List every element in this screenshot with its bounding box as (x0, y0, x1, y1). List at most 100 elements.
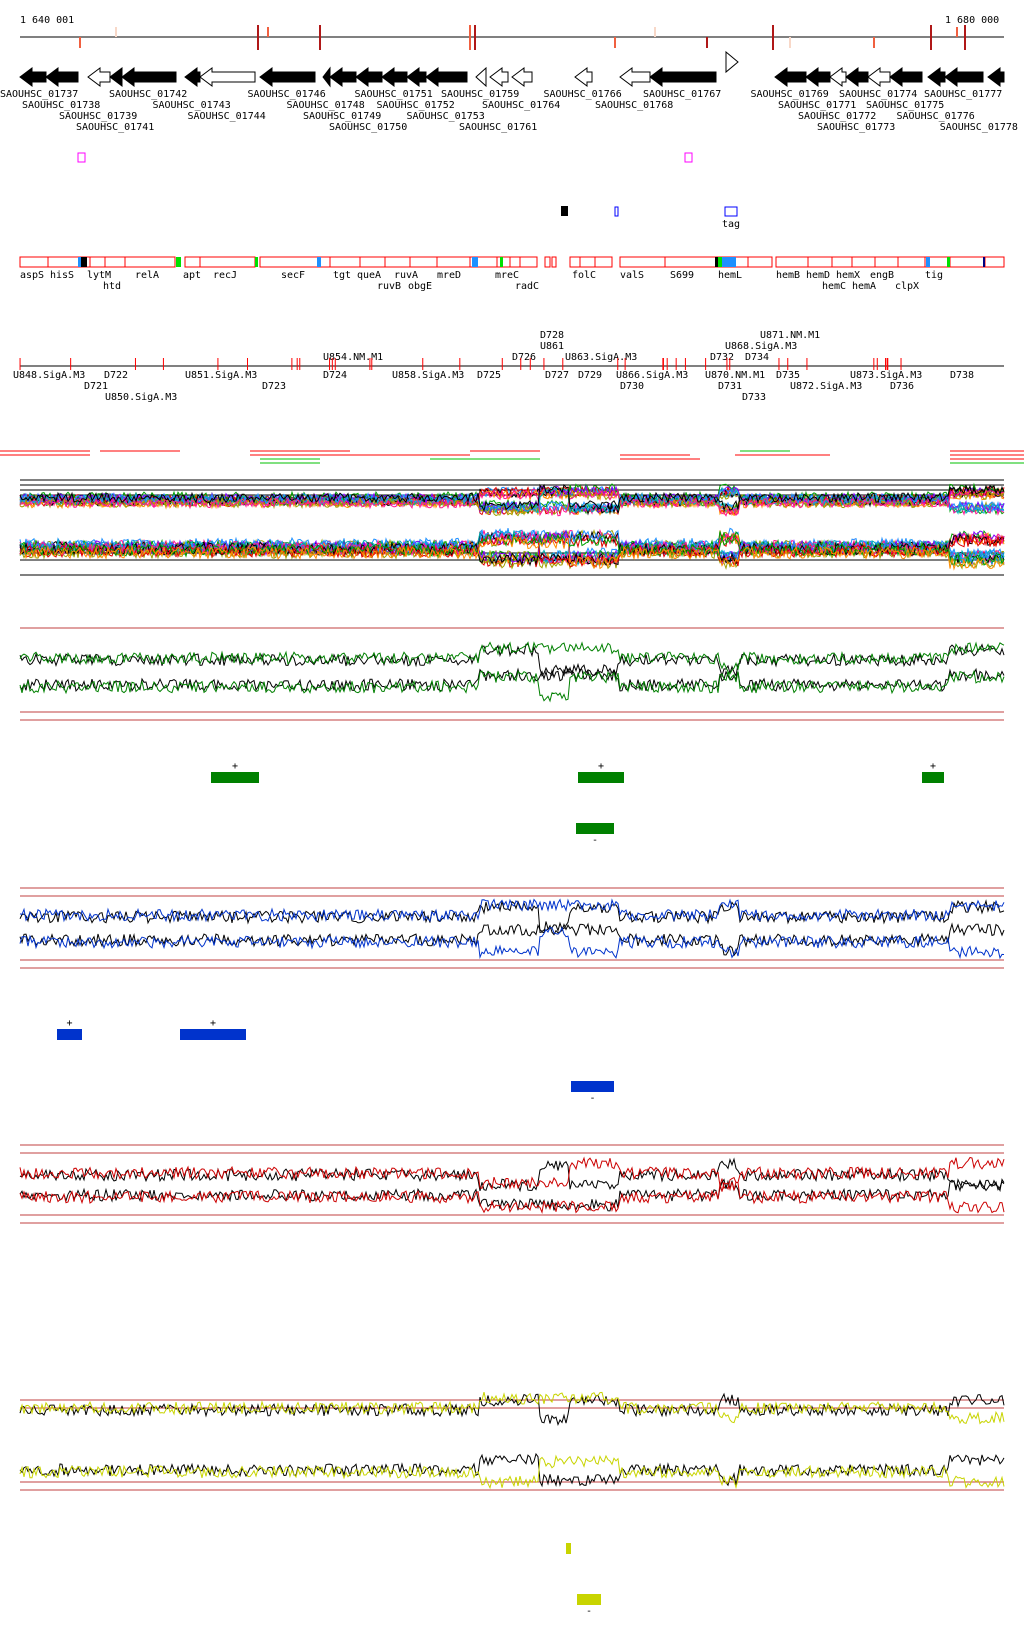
operon-box[interactable] (329, 256, 361, 268)
gene-arrow[interactable] (845, 67, 869, 87)
gene-arrow[interactable] (774, 67, 807, 87)
operon-box[interactable] (259, 256, 319, 268)
operon-label: hemA (852, 281, 876, 292)
gene-arrow[interactable] (121, 67, 177, 87)
operon-box[interactable] (509, 256, 521, 268)
gene-label: SAOUHSC_01749 (303, 111, 381, 122)
operon-box[interactable] (569, 256, 581, 268)
operon-box[interactable] (544, 256, 551, 268)
operon-label: ruvA (394, 270, 418, 281)
sample-trace (19, 532, 1005, 568)
gene-arrow[interactable] (322, 66, 331, 88)
operon-box[interactable] (496, 256, 511, 268)
gene-arrow[interactable] (489, 67, 509, 87)
gene-label: SAOUHSC_01739 (59, 111, 137, 122)
gene-arrow[interactable] (425, 67, 468, 87)
gene-arrow[interactable] (184, 67, 201, 87)
gene-arrow[interactable] (805, 67, 831, 87)
operon-box[interactable] (89, 256, 106, 268)
forward-gene-arrow[interactable] (725, 50, 739, 74)
operon-box[interactable] (19, 256, 49, 268)
gene-label: SAOUHSC_01775 (866, 100, 944, 111)
operon-box[interactable] (733, 256, 749, 268)
sample-trace (19, 486, 1005, 515)
enriched-region-bar[interactable] (211, 772, 259, 783)
operon-box[interactable] (874, 256, 899, 268)
enriched-region-bar[interactable] (922, 772, 944, 783)
operon-box[interactable] (747, 256, 773, 268)
gene-arrow[interactable] (475, 66, 487, 88)
gene-arrow[interactable] (329, 67, 357, 87)
operon-highlight (317, 257, 321, 267)
promoter-label: U863.SigA.M3 (565, 352, 637, 363)
operon-box[interactable] (47, 256, 81, 268)
operon-label: apt (183, 270, 201, 281)
enriched-region-bar[interactable] (566, 1543, 571, 1554)
gene-arrow[interactable] (87, 67, 111, 87)
gene-arrow[interactable] (867, 67, 891, 87)
ruler-end-label: 1 680 000 (945, 15, 999, 26)
operon-box[interactable] (519, 256, 538, 268)
operon-box[interactable] (594, 256, 613, 268)
operon-box[interactable] (851, 256, 876, 268)
operon-box[interactable] (984, 256, 1005, 268)
promoter-label: D735 (776, 370, 800, 381)
gene-label: SAOUHSC_01769 (751, 89, 829, 100)
sample-trace (19, 898, 1005, 923)
operon-box[interactable] (384, 256, 411, 268)
operon-label: obgE (408, 281, 432, 292)
gene-arrow[interactable] (944, 67, 984, 87)
operon-box[interactable] (436, 256, 471, 268)
gene-arrow[interactable] (19, 67, 47, 87)
promoter-label: D724 (323, 370, 347, 381)
gene-arrow[interactable] (889, 67, 923, 87)
gene-arrow[interactable] (355, 67, 383, 87)
operon-box[interactable] (199, 256, 256, 268)
gene-arrow[interactable] (109, 67, 123, 87)
operon-box[interactable] (579, 256, 596, 268)
operon-box[interactable] (359, 256, 386, 268)
operon-box[interactable] (949, 256, 986, 268)
gene-arrow[interactable] (574, 67, 593, 87)
operon-box[interactable] (409, 256, 438, 268)
promoter-label: D731 (718, 381, 742, 392)
gene-track: SAOUHSC_01737SAOUHSC_01738SAOUHSC_01739S… (0, 50, 1018, 133)
operon-box[interactable] (551, 256, 557, 268)
enriched-region-bar[interactable] (578, 772, 624, 783)
gene-arrow[interactable] (381, 67, 408, 87)
operon-box[interactable] (124, 256, 176, 268)
gene-arrow[interactable] (511, 67, 533, 87)
sample-trace (19, 482, 1005, 511)
gene-arrow[interactable] (406, 67, 427, 87)
operon-box[interactable] (897, 256, 926, 268)
enriched-region-bar[interactable] (577, 1594, 601, 1605)
gene-arrow[interactable] (259, 67, 316, 87)
gene-arrow[interactable] (649, 67, 717, 87)
gene-arrow[interactable] (829, 67, 847, 87)
operon-box[interactable] (619, 256, 666, 268)
tag-label: tag (722, 219, 740, 230)
enriched-region-bar[interactable] (180, 1029, 246, 1040)
plus-strand-label: + (930, 761, 936, 772)
gene-label: SAOUHSC_01777 (924, 89, 1002, 100)
plus-strand-label: + (598, 761, 604, 772)
gene-arrow[interactable] (619, 67, 651, 87)
black-marker (561, 206, 568, 216)
promoter-label: U858.SigA.M3 (392, 370, 464, 381)
gene-arrow[interactable] (45, 67, 79, 87)
operon-box[interactable] (104, 256, 126, 268)
enriched-region-bar[interactable] (57, 1029, 82, 1040)
operon-box[interactable] (775, 256, 809, 268)
gene-arrow[interactable] (987, 67, 1005, 87)
operon-highlight (176, 257, 181, 267)
operon-box[interactable] (664, 256, 719, 268)
gene-arrow[interactable] (199, 67, 256, 87)
enriched-region-bar[interactable] (571, 1081, 614, 1092)
operon-box[interactable] (184, 256, 201, 268)
promoter-label: D730 (620, 381, 644, 392)
enriched-region-bar[interactable] (576, 823, 614, 834)
gene-arrow[interactable] (927, 67, 946, 87)
gene-label: SAOUHSC_01737 (0, 89, 78, 100)
operon-box[interactable] (831, 256, 853, 268)
operon-box[interactable] (807, 256, 833, 268)
